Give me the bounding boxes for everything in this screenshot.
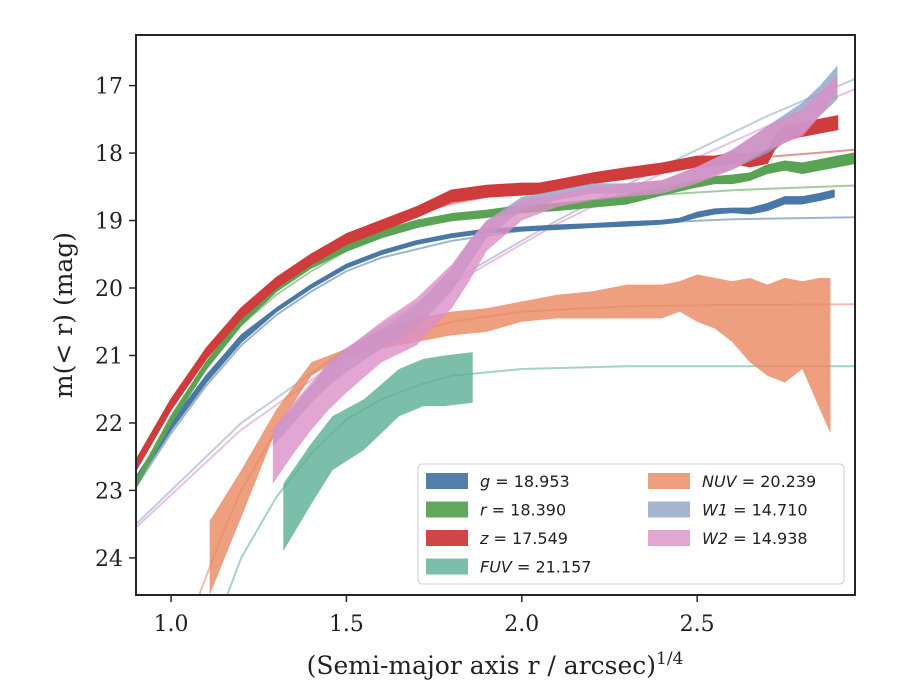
legend-label-nuv: NUV = 20.239 <box>702 472 816 491</box>
y-tick-label: 20 <box>95 277 123 302</box>
x-tick-label: 2.0 <box>504 612 539 637</box>
x-axis-ticks: 1.0 1.5 2.0 2.5 <box>154 595 715 637</box>
y-tick-label: 21 <box>95 344 123 369</box>
legend-swatch-fuv <box>426 558 468 575</box>
legend-swatch-g <box>426 473 468 489</box>
data-bands <box>136 65 855 595</box>
legend-swatch-w2 <box>648 530 690 546</box>
y-tick-label: 17 <box>95 75 123 100</box>
x-axis-label: (Semi-major axis r / arcsec)1/4 <box>307 649 684 680</box>
legend-swatch-w1 <box>648 501 690 518</box>
legend-label-fuv: FUV = 21.157 <box>480 558 591 577</box>
x-tick-label: 1.5 <box>329 612 364 637</box>
legend-label-r: r = 18.390 <box>480 501 566 520</box>
data-band-r <box>136 152 855 488</box>
legend-swatch-r <box>426 501 468 518</box>
y-tick-label: 23 <box>95 479 123 504</box>
legend-label-z: z = 17.549 <box>479 529 568 548</box>
x-tick-label: 1.0 <box>154 612 189 637</box>
x-axis-label-superscript: 1/4 <box>656 649 683 669</box>
x-axis-label-main: (Semi-major axis r / arcsec) <box>307 651 656 680</box>
legend-label-w2: W2 = 14.938 <box>702 529 808 548</box>
legend-label-w1: W1 = 14.710 <box>702 501 808 520</box>
model-curve-w2 <box>136 88 855 529</box>
y-tick-label: 24 <box>95 547 123 572</box>
data-band-w2 <box>272 75 838 484</box>
data-band-nuv <box>209 274 831 595</box>
y-tick-label: 19 <box>95 210 123 235</box>
y-tick-label: 18 <box>95 142 123 167</box>
data-band-g <box>136 189 835 485</box>
data-band-fuv <box>283 352 473 552</box>
x-tick-label: 2.5 <box>680 612 715 637</box>
y-axis-ticks: 17 18 19 20 21 22 23 24 <box>95 75 136 572</box>
y-axis-label: m(< r) (mag) <box>49 232 78 398</box>
legend-label-g: g = 18.953 <box>480 472 570 491</box>
legend-swatch-nuv <box>648 473 690 489</box>
y-tick-label: 22 <box>95 412 123 437</box>
model-curve-w1 <box>136 77 855 525</box>
legend-frame <box>417 463 845 585</box>
legend: g = 18.953 r = 18.390 z = 17.549 FUV = 21.1… <box>417 463 845 585</box>
legend-swatch-z <box>426 530 468 546</box>
plot-frame <box>135 34 856 596</box>
